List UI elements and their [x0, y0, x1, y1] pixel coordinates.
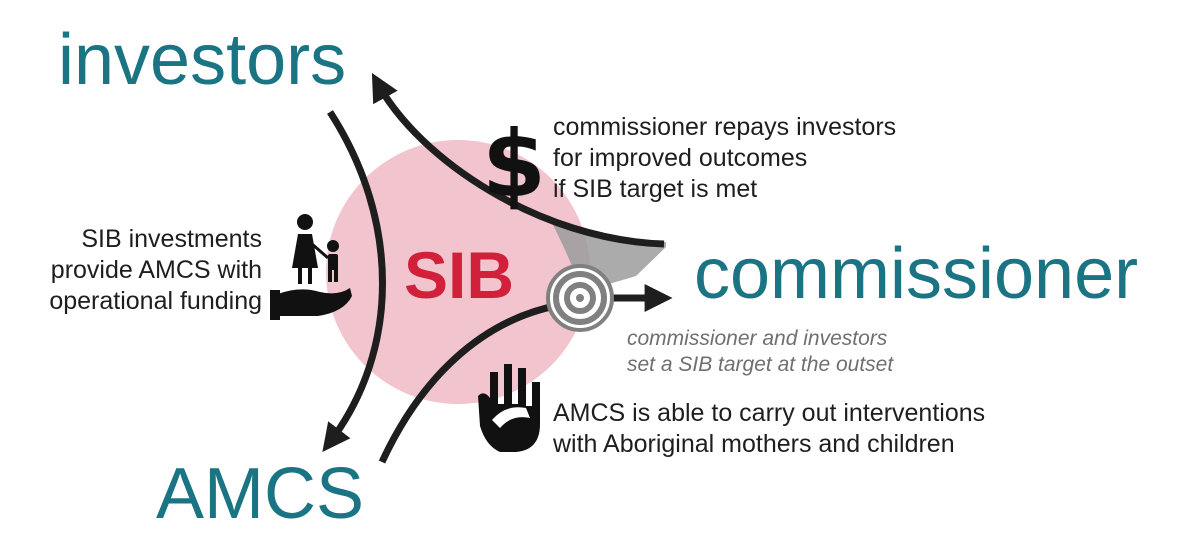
- target-note: commissioner and investors set a SIB tar…: [627, 326, 893, 378]
- funding-description: SIB investments provide AMCS with operat…: [0, 224, 262, 317]
- target-icon: [546, 264, 614, 332]
- sib-center-label: SIB: [404, 238, 515, 312]
- family-in-hand-icon: [270, 214, 352, 320]
- repay-line: for improved outcomes: [553, 144, 808, 172]
- svg-text:$: $: [482, 111, 546, 218]
- interventions-line: AMCS is able to carry out interventions: [553, 399, 986, 427]
- repay-description: commissioner repays investors for improv…: [553, 112, 896, 205]
- outcome-arrow: [378, 301, 561, 464]
- commissioner-label: commissioner: [694, 234, 1139, 314]
- target-line: commissioner and investors: [627, 327, 888, 350]
- funding-line: operational funding: [49, 287, 262, 315]
- interventions-description: AMCS is able to carry out interventions …: [553, 398, 985, 460]
- repay-arrow: [371, 72, 665, 248]
- investors-label: investors: [58, 20, 347, 100]
- interventions-line: with Aboriginal mothers and children: [553, 430, 955, 458]
- repay-line: if SIB target is met: [553, 175, 758, 203]
- amcs-label: AMCS: [156, 454, 365, 534]
- funding-line: provide AMCS with: [50, 256, 262, 284]
- target-line: set a SIB target at the outset: [627, 353, 894, 376]
- repay-line: commissioner repays investors: [553, 113, 897, 141]
- funding-arrow: [322, 110, 386, 453]
- helping-hand-icon: [478, 364, 540, 452]
- funding-line: SIB investments: [81, 225, 262, 253]
- dollar-icon: $: [482, 111, 546, 218]
